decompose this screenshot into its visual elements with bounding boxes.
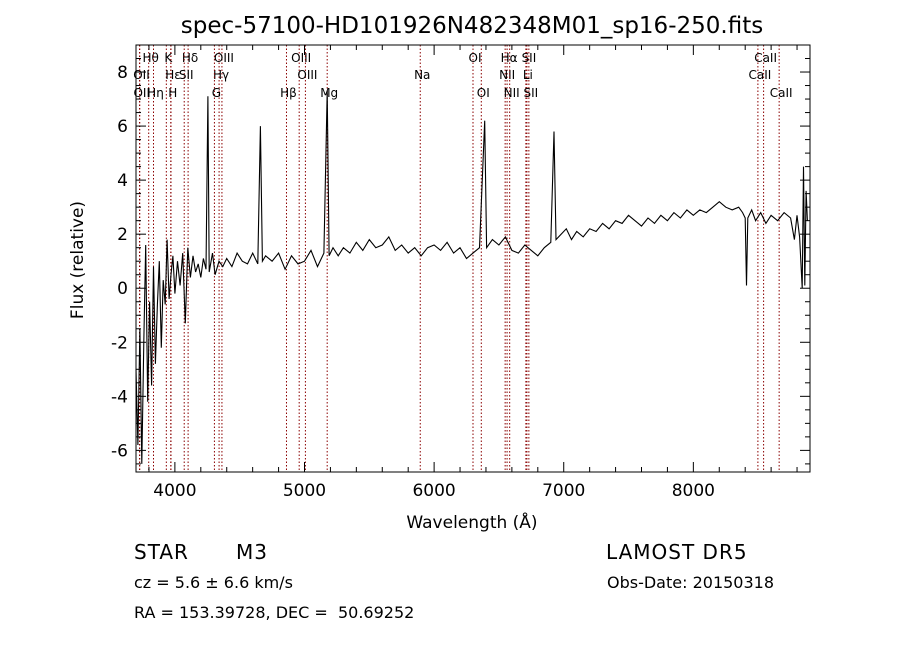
marker-label: CaII (770, 86, 793, 100)
marker-label: OII (133, 86, 150, 100)
marker-label: OI (477, 86, 490, 100)
x-tick-label: 7000 (542, 481, 585, 501)
x-axis-label: Wavelength (Å) (406, 511, 537, 533)
spectrum-series (135, 90, 808, 464)
marker-label: Hδ (182, 51, 198, 65)
marker-label: Hβ (280, 86, 297, 100)
axes: 4000 5000 6000 7000 8000 -6 -4 -2 0 2 4 6 8 (111, 44, 811, 501)
marker-label: OIII (291, 51, 311, 65)
object-class: M3 (236, 540, 268, 564)
marker-label: Na (414, 68, 430, 82)
y-tick-label: 8 (117, 63, 128, 83)
x-tick-label: 4000 (153, 481, 196, 501)
marker-label: G (212, 86, 221, 100)
marker-label: Mg (320, 86, 338, 100)
plot-frame (135, 44, 811, 473)
y-tick-label: -4 (111, 387, 128, 407)
marker-label: SII (524, 86, 539, 100)
y-tick-label: -2 (111, 333, 128, 353)
marker-label: K (164, 51, 173, 65)
marker-label: NII (504, 86, 520, 100)
x-tick-label: 6000 (412, 481, 455, 501)
y-tick-label: -6 (111, 441, 128, 461)
y-tick-label: 4 (117, 171, 128, 191)
marker-label: OIII (297, 68, 317, 82)
marker-label: OIII (214, 51, 234, 65)
redshift-velocity: cz = 5.6 ± 6.6 km/s (134, 573, 293, 592)
x-tick-label: 8000 (672, 481, 715, 501)
x-tick-label: 5000 (283, 481, 326, 501)
marker-label: SII (522, 51, 537, 65)
ra-dec-coordinates: RA = 153.39728, DEC = 50.69252 (134, 603, 415, 622)
marker-label: Hα (501, 51, 518, 65)
y-tick-label: 0 (117, 279, 128, 299)
object-type: STAR (134, 540, 189, 564)
y-tick-label: 6 (117, 117, 128, 137)
marker-label: OII (133, 68, 150, 82)
y-axis-label: Flux (relative) (68, 201, 88, 319)
marker-label: OI (469, 51, 482, 65)
marker-label: H (168, 86, 177, 100)
marker-label: Hη (147, 86, 164, 100)
marker-label: Hε (165, 68, 181, 82)
marker-label: SII (179, 68, 194, 82)
marker-label: CaII (748, 68, 771, 82)
marker-label: Hγ (213, 68, 229, 82)
marker-label: Hθ (143, 51, 159, 65)
marker-label: Li (523, 68, 533, 82)
chart-title: spec-57100-HD101926N482348M01_sp16-250.f… (181, 13, 763, 39)
marker-label: NII (499, 68, 515, 82)
spectrum-line (135, 90, 808, 464)
survey-name: LAMOST DR5 (606, 540, 748, 564)
y-tick-label: 2 (117, 225, 128, 245)
observation-date: Obs-Date: 20150318 (607, 573, 775, 592)
marker-label: CaII (754, 51, 777, 65)
